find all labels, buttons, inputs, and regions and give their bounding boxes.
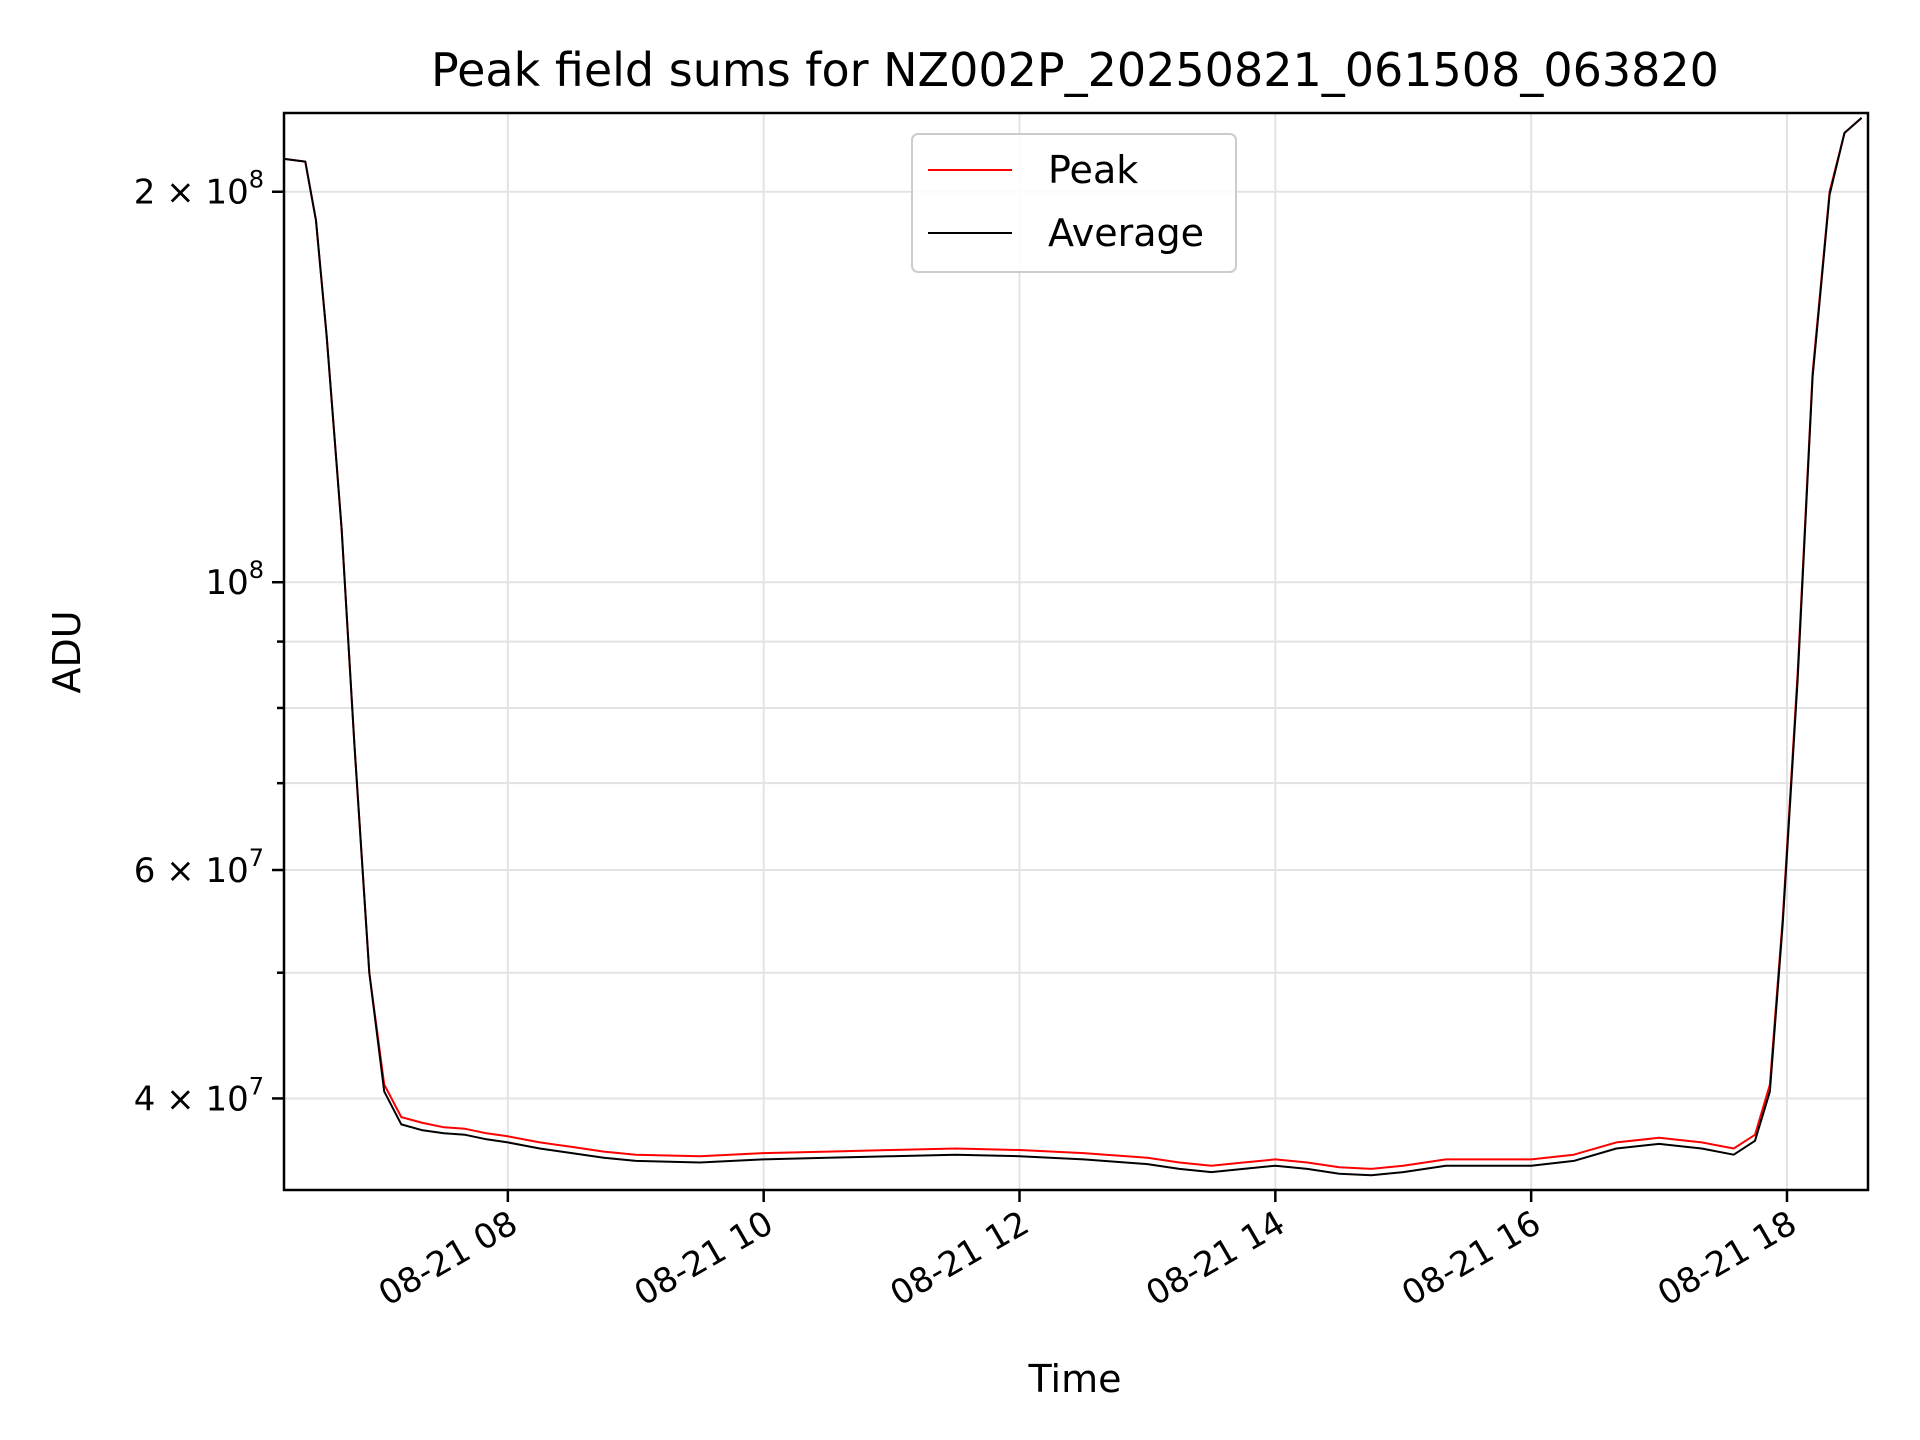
series-group — [284, 117, 1863, 1177]
legend: Peak Average — [911, 133, 1237, 273]
legend-label-average: Average — [1048, 211, 1204, 255]
chart-title: Peak field sums for NZ002P_20250821_0615… — [431, 43, 1719, 97]
y-tick-label: 2 × 108 — [134, 166, 264, 213]
y-tick-base: 10 — [205, 563, 248, 603]
y-tick-exponent: 7 — [249, 1072, 264, 1100]
y-tick-exponent: 8 — [249, 556, 264, 584]
x-axis-label: Time — [1028, 1357, 1122, 1401]
legend-label-peak: Peak — [1048, 148, 1138, 192]
legend-box — [911, 133, 1237, 273]
series-line-average — [284, 117, 1863, 1177]
y-axis-label: ADU — [45, 610, 89, 693]
y-tick-times: × — [155, 851, 205, 891]
y-tick-exponent: 8 — [249, 166, 264, 194]
y-tick-label: 4 × 107 — [134, 1072, 264, 1119]
y-tick-times: × — [155, 1079, 205, 1119]
y-tick-label: 6 × 107 — [134, 844, 264, 891]
y-tick-base: 10 — [205, 173, 248, 213]
y-tick-mantissa: 4 — [134, 1079, 156, 1119]
y-tick-mantissa: 6 — [134, 851, 156, 891]
y-tick-base: 10 — [205, 851, 248, 891]
y-tick-exponent: 7 — [249, 844, 264, 872]
series-line-peak — [284, 117, 1863, 1170]
y-tick-base: 10 — [205, 1079, 248, 1119]
plot-frame — [282, 111, 1870, 1192]
y-tick-times: × — [155, 173, 205, 213]
y-tick-label: 108 — [205, 556, 264, 603]
y-tick-mantissa: 2 — [134, 173, 156, 213]
